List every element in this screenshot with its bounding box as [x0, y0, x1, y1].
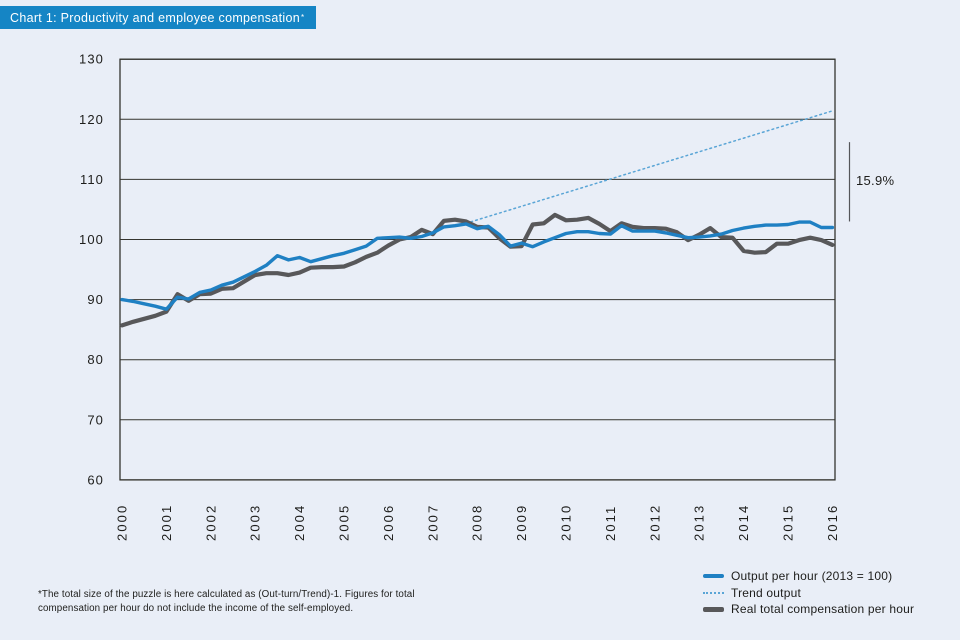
svg-text:130: 130	[79, 52, 104, 67]
solid-blue-line-swatch	[703, 574, 724, 579]
footnote: *The total size of the puzzle is here ca…	[38, 589, 415, 614]
svg-text:2011: 2011	[603, 505, 618, 541]
svg-text:70: 70	[87, 412, 104, 427]
svg-text:2001: 2001	[159, 504, 174, 541]
svg-text:2015: 2015	[781, 504, 796, 541]
legend-label: Real total compensation per hour	[731, 602, 915, 617]
legend-item-trend-output: Trend output	[703, 585, 914, 602]
legend-item-output-per-hour: Output per hour (2013 = 100)	[703, 568, 914, 585]
title-footnote-marker: *	[300, 13, 305, 22]
svg-text:2012: 2012	[647, 504, 662, 541]
svg-text:2008: 2008	[470, 504, 485, 541]
gap-annotation: 15.9%	[856, 173, 895, 188]
svg-text:110: 110	[80, 172, 104, 187]
svg-text:60: 60	[87, 472, 104, 487]
svg-text:100: 100	[79, 232, 104, 247]
legend-item-compensation: Real total compensation per hour	[703, 601, 914, 618]
chart-title: Chart 1: Productivity and employee compe…	[10, 10, 300, 25]
chart-title-banner: Chart 1: Productivity and employee compe…	[0, 6, 317, 29]
legend-label: Trend output	[731, 585, 801, 600]
svg-text:2010: 2010	[559, 504, 574, 541]
svg-text:2003: 2003	[248, 504, 263, 541]
svg-text:2014: 2014	[736, 504, 751, 541]
legend: Output per hour (2013 = 100) Trend outpu…	[703, 568, 914, 618]
dotted-blue-line-swatch	[703, 591, 724, 594]
svg-text:2009: 2009	[514, 504, 529, 541]
svg-text:2007: 2007	[425, 504, 440, 541]
legend-label: Output per hour (2013 = 100)	[731, 569, 893, 584]
svg-text:2013: 2013	[692, 504, 707, 541]
svg-text:2006: 2006	[381, 504, 396, 541]
svg-text:90: 90	[87, 292, 104, 307]
solid-gray-line-swatch	[703, 607, 724, 612]
svg-text:2016: 2016	[825, 504, 840, 541]
svg-text:2000: 2000	[115, 504, 130, 541]
svg-text:2002: 2002	[203, 504, 218, 541]
svg-text:2004: 2004	[292, 504, 307, 541]
svg-text:80: 80	[87, 352, 104, 367]
svg-text:2005: 2005	[337, 504, 352, 541]
svg-text:120: 120	[79, 112, 104, 127]
